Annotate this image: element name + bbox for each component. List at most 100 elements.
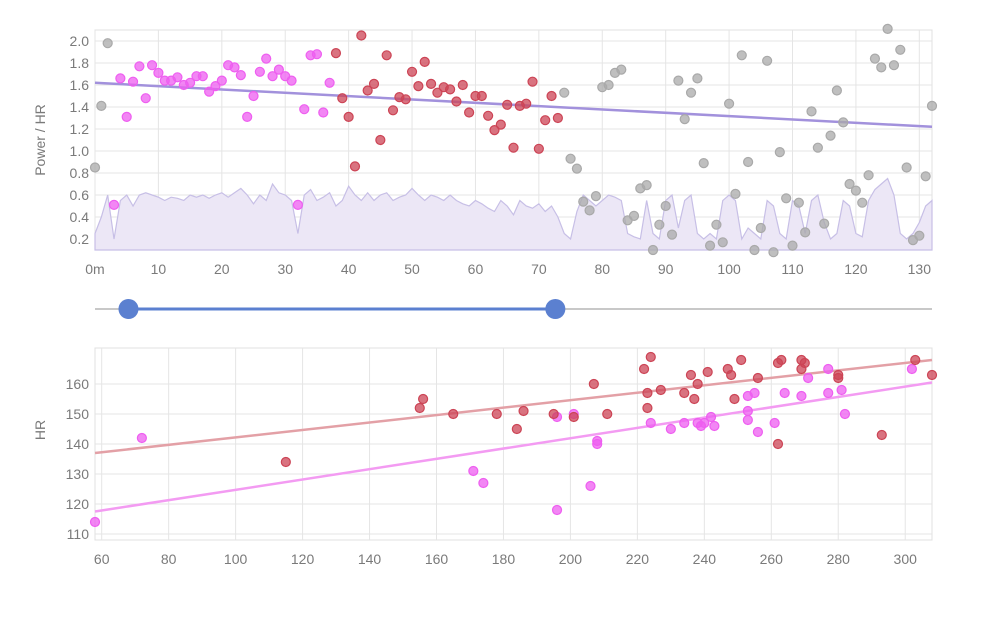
- red-point: [726, 369, 737, 381]
- gray-point: [736, 50, 747, 61]
- red-point: [518, 405, 529, 417]
- gray-point: [762, 55, 773, 66]
- red-point: [387, 105, 399, 116]
- hr-gridlines: [95, 348, 932, 540]
- pink-point: [204, 86, 215, 97]
- red-point: [642, 387, 653, 399]
- x-tick-label: 300: [894, 551, 918, 567]
- slider-handle-end[interactable]: [545, 299, 566, 319]
- gray-point: [571, 163, 583, 174]
- red-point: [343, 111, 354, 123]
- y-tick-label: 1.8: [70, 55, 90, 71]
- gray-point: [882, 23, 893, 34]
- red-point: [381, 50, 392, 61]
- pink-point: [699, 417, 710, 429]
- power-hr-y-ticks: 0.2 0.4 0.6 0.8 1.0 1.2 1.4 1.6 1.8 2.0: [70, 33, 90, 247]
- pink-point: [140, 93, 151, 104]
- pink-point: [705, 411, 717, 423]
- red-point: [645, 351, 656, 363]
- red-point: [685, 369, 697, 381]
- pink-point: [645, 417, 656, 429]
- pink-point: [242, 111, 253, 123]
- red-point: [876, 429, 887, 441]
- pink-point: [709, 420, 720, 432]
- red-point: [679, 387, 690, 399]
- pink-point: [115, 73, 126, 84]
- hr-trendlines: [94, 358, 933, 513]
- red-point: [489, 125, 500, 136]
- pink-point: [796, 390, 807, 402]
- y-tick-label: 160: [66, 376, 90, 392]
- red-point: [521, 98, 532, 109]
- x-tick-label: 50: [404, 261, 420, 277]
- gray-point: [603, 79, 614, 91]
- pink-point: [185, 77, 196, 88]
- red-point: [692, 378, 703, 390]
- gray-point: [863, 170, 874, 181]
- red-point: [448, 408, 459, 420]
- gray-point: [628, 210, 640, 221]
- gray-point: [559, 87, 570, 98]
- y-tick-label: 2.0: [70, 33, 90, 49]
- pink-point: [267, 71, 278, 82]
- red-point: [330, 47, 342, 59]
- red-point: [349, 161, 361, 172]
- pink-point: [585, 480, 596, 492]
- y-tick-label: 130: [66, 466, 90, 482]
- gray-point: [781, 193, 792, 204]
- red-point: [833, 372, 844, 384]
- red-point: [356, 30, 367, 41]
- red-point: [464, 107, 475, 118]
- x-tick-label: 0m: [85, 261, 104, 277]
- gray-point: [793, 197, 804, 208]
- power-hr-y-axis-title: Power / HR: [32, 104, 48, 176]
- red-point: [799, 357, 810, 369]
- gray-point: [89, 162, 101, 173]
- gray-point: [730, 188, 741, 199]
- power-hr-chart: 0.2 0.4 0.6 0.8 1.0 1.2 1.4 1.6 1.8 2.0 0m 10 20 30 4…: [32, 23, 938, 277]
- red-point: [337, 93, 348, 104]
- pink-point: [665, 423, 676, 435]
- hr-x-ticks: 60 80 100 120 140 160 180 200 220 240 260 280 300: [94, 551, 917, 567]
- pink-point: [679, 417, 690, 429]
- gray-point: [102, 38, 113, 49]
- pink-point: [89, 516, 101, 528]
- x-tick-label: 120: [844, 261, 868, 277]
- x-tick-label: 200: [559, 551, 583, 567]
- y-tick-label: 140: [66, 436, 90, 452]
- pink-point: [318, 107, 329, 118]
- x-tick-label: 10: [151, 261, 167, 277]
- red-point: [413, 80, 424, 92]
- slider-handle-start[interactable]: [118, 299, 139, 319]
- x-tick-label: 280: [827, 551, 851, 567]
- x-tick-label: 60: [94, 551, 110, 567]
- time-range-slider[interactable]: [95, 299, 932, 319]
- gray-point: [723, 98, 735, 109]
- red-point: [702, 366, 713, 378]
- gray-point: [743, 156, 754, 168]
- gray-point: [787, 240, 798, 251]
- gray-point: [673, 75, 684, 86]
- red-point: [655, 384, 666, 396]
- pink-point: [324, 77, 335, 88]
- power-area: [94, 177, 933, 251]
- gray-point: [711, 219, 722, 230]
- x-tick-label: 40: [341, 261, 357, 277]
- pink-point: [823, 387, 834, 399]
- gray-point: [838, 117, 849, 128]
- pink-point: [311, 49, 323, 60]
- gray-point: [755, 222, 766, 234]
- red-point: [495, 119, 506, 130]
- gray-point: [578, 196, 589, 207]
- x-tick-label: 180: [492, 551, 516, 567]
- red-point: [533, 143, 544, 154]
- y-tick-label: 1.2: [70, 121, 90, 137]
- power-hr-trendline: [94, 81, 933, 129]
- pink-point: [153, 67, 164, 79]
- red-point: [432, 87, 443, 98]
- x-tick-label: 100: [224, 551, 248, 567]
- hr-points: [89, 351, 938, 528]
- red-point: [444, 84, 456, 95]
- gray-point: [565, 153, 576, 164]
